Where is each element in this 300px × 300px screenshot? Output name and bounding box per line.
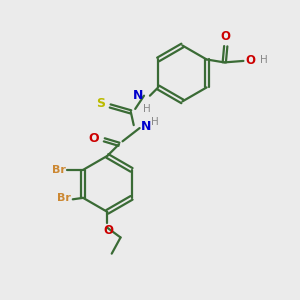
Text: H: H [260,55,267,65]
Text: Br: Br [52,165,65,175]
Text: O: O [103,224,113,237]
Text: O: O [88,132,99,145]
Text: O: O [246,54,256,67]
Text: O: O [221,30,231,43]
Text: N: N [133,89,143,102]
Text: Br: Br [57,194,71,203]
Text: H: H [151,117,158,127]
Text: H: H [142,104,150,114]
Text: S: S [96,97,105,110]
Text: N: N [140,120,151,133]
